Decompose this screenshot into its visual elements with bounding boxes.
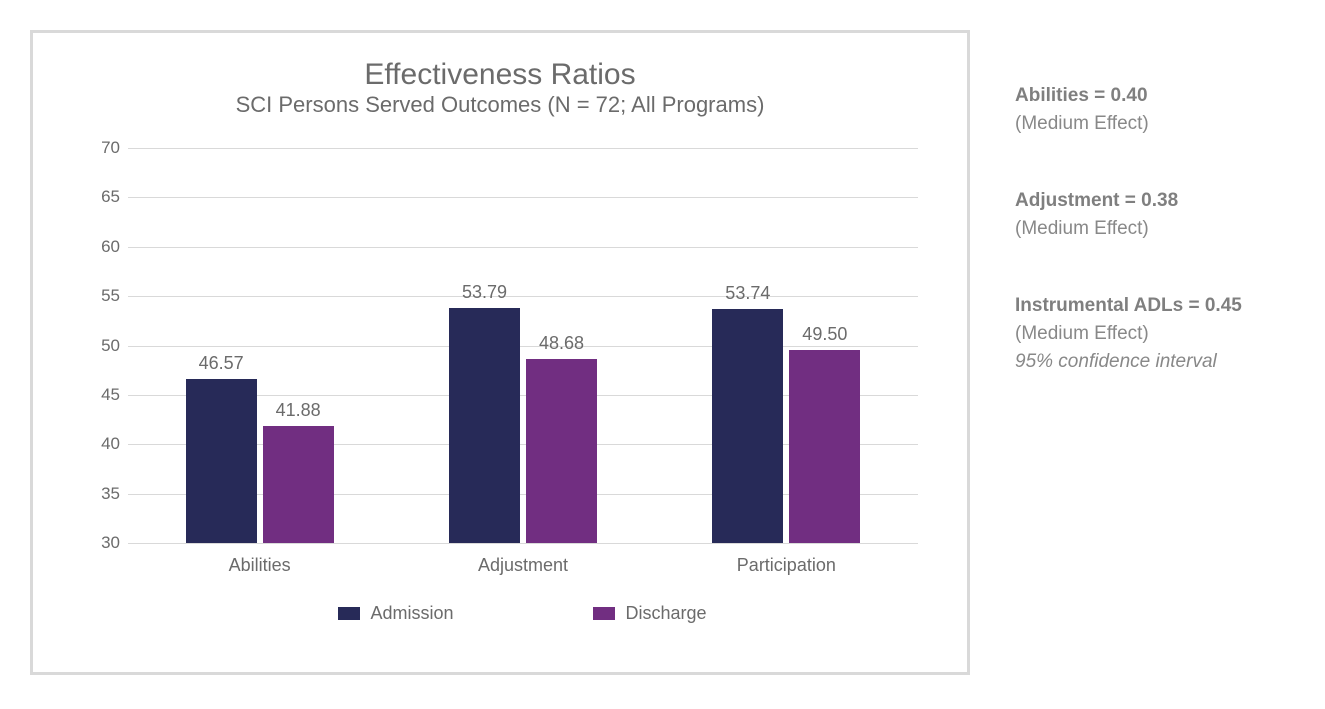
bar-discharge-abilities: 41.88 bbox=[263, 426, 334, 543]
bar-discharge-participation: 49.50 bbox=[789, 350, 860, 543]
y-tick: 70 bbox=[101, 138, 120, 158]
bars-area: 46.5741.8853.7948.6853.7449.50 bbox=[128, 148, 918, 543]
bar-discharge-adjustment: 48.68 bbox=[526, 359, 597, 543]
legend-swatch bbox=[338, 607, 360, 620]
bar-value-label: 46.57 bbox=[199, 353, 244, 374]
bar-admission-abilities: 46.57 bbox=[186, 379, 257, 543]
plot-area: 303540455055606570 46.5741.8853.7948.685… bbox=[83, 148, 918, 543]
stat-block-2: Instrumental ADLs = 0.45 (Medium Effect) 9… bbox=[1015, 295, 1242, 373]
stat-confidence-interval: 95% confidence interval bbox=[1015, 351, 1242, 373]
page-root: Effectiveness Ratios SCI Persons Served … bbox=[0, 0, 1325, 709]
stat-note: (Medium Effect) bbox=[1015, 323, 1242, 345]
y-tick: 50 bbox=[101, 336, 120, 356]
bar-value-label: 53.74 bbox=[725, 283, 770, 304]
x-axis: Abilities Adjustment Participation bbox=[128, 543, 917, 583]
x-category-label: Abilities bbox=[229, 555, 291, 576]
stat-note: (Medium Effect) bbox=[1015, 218, 1242, 240]
y-tick: 60 bbox=[101, 237, 120, 257]
chart-title: Effectiveness Ratios bbox=[83, 58, 917, 92]
legend-item-admission: Admission bbox=[338, 603, 453, 624]
bar-admission-adjustment: 53.79 bbox=[449, 308, 520, 543]
bar-admission-participation: 53.74 bbox=[712, 309, 783, 543]
stat-title: Adjustment = 0.38 bbox=[1015, 190, 1242, 212]
stat-title: Abilities = 0.40 bbox=[1015, 85, 1242, 107]
bar-value-label: 49.50 bbox=[802, 324, 847, 345]
y-tick: 65 bbox=[101, 187, 120, 207]
bar-value-label: 41.88 bbox=[276, 400, 321, 421]
y-tick: 30 bbox=[101, 533, 120, 553]
bar-value-label: 53.79 bbox=[462, 282, 507, 303]
legend-swatch bbox=[593, 607, 615, 620]
legend: Admission Discharge bbox=[128, 603, 917, 624]
x-category-label: Participation bbox=[737, 555, 836, 576]
stat-block-1: Adjustment = 0.38 (Medium Effect) bbox=[1015, 190, 1242, 240]
y-tick: 55 bbox=[101, 286, 120, 306]
chart-subtitle: SCI Persons Served Outcomes (N = 72; All… bbox=[83, 92, 917, 118]
stat-note: (Medium Effect) bbox=[1015, 113, 1242, 135]
legend-item-discharge: Discharge bbox=[593, 603, 706, 624]
y-tick: 45 bbox=[101, 385, 120, 405]
y-tick: 35 bbox=[101, 484, 120, 504]
stat-block-0: Abilities = 0.40 (Medium Effect) bbox=[1015, 85, 1242, 135]
y-axis: 303540455055606570 bbox=[83, 148, 128, 543]
y-tick: 40 bbox=[101, 434, 120, 454]
legend-label: Admission bbox=[370, 603, 453, 624]
bar-value-label: 48.68 bbox=[539, 333, 584, 354]
side-panel: Abilities = 0.40(Medium Effect)Adjustmen… bbox=[970, 30, 1272, 679]
legend-label: Discharge bbox=[625, 603, 706, 624]
chart-card: Effectiveness Ratios SCI Persons Served … bbox=[30, 30, 970, 675]
x-category-label: Adjustment bbox=[478, 555, 568, 576]
stat-title: Instrumental ADLs = 0.45 bbox=[1015, 295, 1242, 317]
